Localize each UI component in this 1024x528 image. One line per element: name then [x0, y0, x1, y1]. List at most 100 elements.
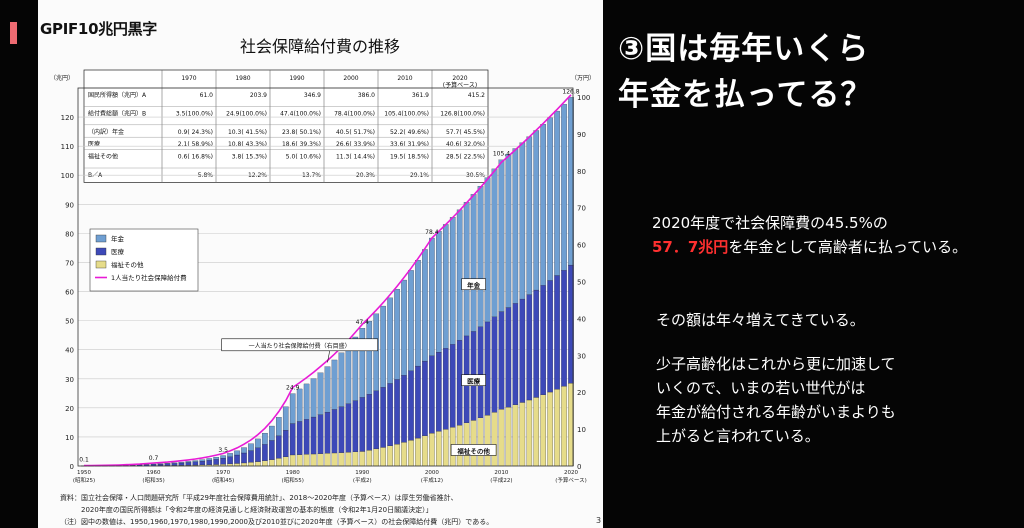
bar-segment-pension	[540, 124, 546, 286]
bar-segment-welfare	[394, 444, 400, 467]
bar-segment-welfare	[275, 458, 282, 467]
bar-segment-medical	[303, 419, 310, 455]
table-cell: 3.5(100.0%)	[176, 110, 213, 117]
table-cell: 5.0( 10.6%)	[286, 154, 321, 161]
bar-segment-pension	[255, 438, 261, 448]
plot-frame	[77, 87, 574, 467]
paragraph-aging-line: 少子高齢化はこれから更に加速して	[656, 355, 896, 373]
bar-segment-medical	[505, 307, 512, 408]
series-label-box	[461, 374, 486, 386]
table-row-label: 国民所得額（兆円）A	[88, 91, 147, 99]
legend-box	[89, 228, 199, 292]
bar-segment-medical	[442, 348, 449, 430]
bar-segment-medical	[436, 352, 442, 432]
bar-segment-welfare	[255, 461, 261, 467]
bar-segment-welfare	[512, 404, 519, 467]
per-capita-line	[83, 94, 572, 467]
legend-swatch	[95, 260, 107, 269]
table-cell: 19.5( 18.5%)	[390, 154, 429, 161]
bar-segment-welfare	[338, 452, 345, 467]
bar-segment-welfare	[442, 429, 449, 467]
table-cell: 61.0	[200, 92, 214, 99]
x-tick-label: 1990	[355, 470, 369, 476]
bar-segment-pension	[359, 328, 366, 398]
bar-segment-pension	[303, 383, 310, 420]
bar-segment-welfare	[380, 447, 386, 467]
question-title-line1: ③国は毎年いくら	[618, 31, 870, 67]
accent-bar	[10, 22, 17, 44]
bar-segment-welfare	[303, 454, 310, 467]
y2-tick-label: 10	[577, 426, 586, 434]
bar-segment-medical	[282, 430, 289, 457]
callout-label: 一人当たり社会保障給付費（右目盛）	[249, 342, 351, 350]
bar-segment-medical	[241, 452, 247, 464]
bar-segment-welfare	[262, 460, 268, 467]
table-cell: 0.9( 24.3%)	[178, 129, 213, 136]
bar-segment-welfare	[408, 440, 414, 467]
bar-segment-medical	[429, 355, 435, 434]
bar-segment-pension	[463, 202, 470, 337]
x-tick-era-label: (平成22)	[490, 476, 512, 484]
bar-segment-welfare	[289, 454, 296, 467]
bar-segment-pension	[436, 231, 442, 353]
bar-segment-medical	[317, 414, 324, 454]
bar-segment-welfare	[359, 451, 366, 467]
bar-segment-medical	[554, 275, 560, 390]
table-frame	[83, 69, 489, 183]
y-tick-label: 20	[65, 405, 74, 413]
bar-segment-medical	[533, 289, 540, 398]
bar-segment-pension	[220, 455, 226, 459]
bar-segment-pension	[275, 417, 282, 436]
x-tick-label: 2000	[425, 470, 439, 476]
y-tick-label: 70	[65, 259, 74, 267]
bar-segment-welfare	[282, 456, 289, 467]
bar-segment-pension	[429, 237, 435, 356]
table-header-cell: 2010	[397, 75, 412, 82]
table-header-cell: 2000	[343, 75, 358, 82]
bar-segment-pension	[415, 260, 421, 367]
bar-segment-welfare	[477, 417, 484, 467]
chart-title: 社会保障給付費の推移	[239, 37, 400, 56]
bar-segment-medical	[512, 303, 519, 405]
bar-segment-pension	[324, 366, 331, 413]
bar-segment-welfare	[554, 389, 560, 467]
bar-segment-welfare	[429, 433, 435, 467]
legend-label: 年金	[111, 234, 125, 243]
y2-tick-label: 20	[577, 389, 586, 397]
table-cell: 415.2	[468, 92, 485, 99]
table-cell: 203.9	[250, 92, 267, 99]
bar-segment-welfare	[436, 431, 442, 467]
bar-segment-welfare	[422, 435, 428, 467]
bar-segment-pension	[387, 297, 393, 384]
bar-segment-pension	[317, 372, 324, 415]
bar-segment-welfare	[317, 453, 324, 467]
x-tick-label: 1960	[147, 470, 161, 476]
table-row-label: 給付費総額（兆円）B	[88, 109, 146, 117]
bar-segment-pension	[185, 461, 192, 463]
y2-tick-label: 80	[577, 168, 586, 176]
bar-segment-medical	[171, 463, 178, 466]
bar-segment-pension	[373, 313, 380, 391]
bar-segment-welfare	[401, 442, 407, 467]
bar-segment-pension	[547, 117, 553, 281]
paragraph-aging-line: 年金が給付される年齢がいまよりも	[656, 403, 896, 421]
table-cell: 26.6( 33.9%)	[336, 141, 375, 148]
bar-segment-medical	[345, 403, 352, 453]
bar-segment-medical	[408, 370, 414, 441]
y-tick-label: 50	[65, 318, 74, 326]
y2-tick-label: 100	[577, 94, 590, 102]
bar-segment-welfare	[324, 453, 331, 467]
paragraph-pension-share: 2020年度で社会保障費の45.5%の 57．7兆円を年金として高齢者に払っている…	[652, 211, 1012, 259]
bar-segment-welfare	[547, 391, 553, 467]
y2-tick-label: 60	[577, 242, 586, 250]
series-label-box	[461, 278, 486, 291]
table-header-cell: (予算ベース)	[443, 81, 477, 89]
x-tick-era-label: (昭和25)	[73, 476, 95, 484]
value-label: 0.7	[149, 455, 159, 462]
y-tick-label: 0	[70, 463, 74, 471]
y2-tick-label: 50	[577, 279, 586, 287]
bar-segment-welfare	[331, 452, 338, 467]
value-label: 24.9	[286, 385, 300, 392]
